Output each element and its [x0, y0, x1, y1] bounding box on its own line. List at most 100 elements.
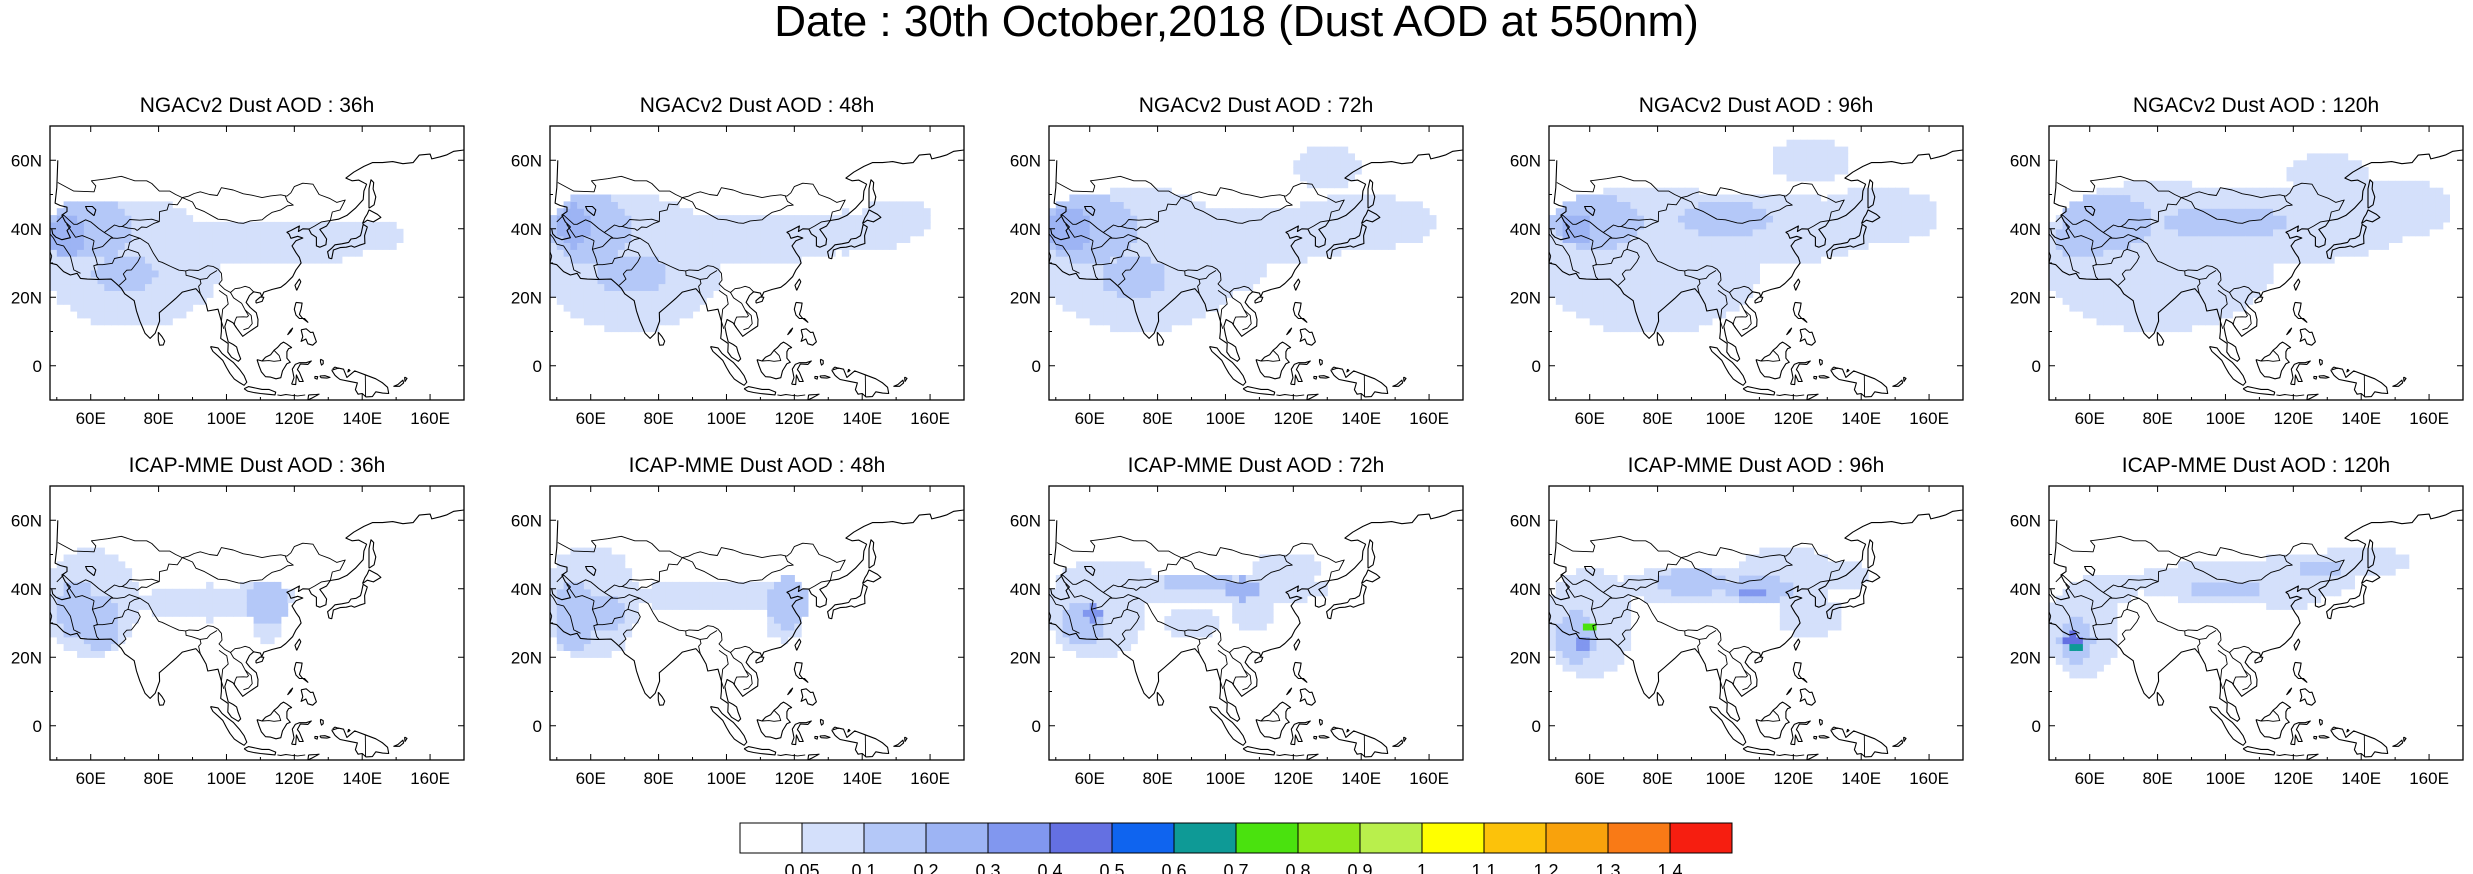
- coastline: [2255, 341, 2292, 380]
- aod-cell: [274, 256, 282, 264]
- coastline: [861, 569, 882, 585]
- aod-cell: [631, 208, 639, 216]
- aod-cell: [1766, 228, 1774, 237]
- coastline: [893, 739, 905, 747]
- aod-cell: [1076, 581, 1084, 590]
- aod-cell: [665, 215, 673, 223]
- aod-cell: [1718, 311, 1727, 319]
- aod-cell: [1069, 228, 1077, 237]
- aod-cell: [2225, 311, 2233, 319]
- aod-cell: [2171, 290, 2179, 298]
- aod-cell: [145, 215, 153, 223]
- aod-cell: [104, 595, 112, 604]
- aod-cell: [2293, 201, 2301, 209]
- aod-cell: [2184, 201, 2193, 209]
- aod-cell: [1347, 215, 1355, 223]
- aod-cell: [199, 276, 207, 285]
- aod-cell: [712, 276, 721, 285]
- coastline: [2299, 328, 2316, 346]
- aod-cell: [767, 249, 775, 257]
- coastline: [51, 160, 71, 241]
- coastline: [710, 346, 748, 386]
- aod-cell: [753, 595, 761, 604]
- aod-cell: [63, 256, 71, 264]
- aod-cell: [1752, 208, 1760, 216]
- aod-cell: [679, 221, 687, 230]
- aod-cell: [124, 629, 133, 638]
- aod-cell: [2144, 235, 2152, 243]
- aod-cell: [1374, 242, 1383, 250]
- aod-cell: [848, 228, 856, 237]
- aod-cell: [1827, 201, 1835, 209]
- aod-cell: [1847, 194, 1855, 202]
- aod-cell: [583, 602, 592, 610]
- country-border: [2135, 187, 2287, 231]
- aod-cell: [2401, 208, 2410, 216]
- aod-cell: [1576, 201, 1584, 209]
- aod-cell: [1562, 235, 1570, 243]
- aod-cell: [2150, 235, 2159, 243]
- aod-cell: [1711, 311, 1720, 319]
- aod-cell: [550, 609, 558, 617]
- aod-cell: [624, 311, 633, 319]
- aod-cell: [151, 283, 160, 291]
- aod-cell: [1745, 208, 1754, 216]
- aod-cell: [699, 595, 707, 604]
- aod-cell: [56, 256, 65, 264]
- aod-cell: [2327, 173, 2335, 182]
- aod-cell: [70, 575, 78, 583]
- aod-cell: [2103, 283, 2111, 291]
- aod-cell: [1596, 256, 1604, 264]
- aod-cell: [2218, 311, 2227, 319]
- aod-cell: [1684, 215, 1693, 223]
- aod-cell: [240, 595, 248, 604]
- aod-cell: [2069, 221, 2077, 230]
- aod-cell: [2198, 201, 2206, 209]
- aod-cell: [577, 311, 585, 319]
- aod-cell: [2137, 201, 2145, 209]
- aod-cell: [2327, 180, 2335, 189]
- aod-cell: [692, 249, 700, 257]
- country-border: [199, 630, 218, 640]
- aod-cell: [1089, 297, 1098, 305]
- aod-cell: [1144, 324, 1152, 333]
- aod-cell: [583, 283, 592, 291]
- aod-cell: [1218, 208, 1227, 216]
- aod-cell: [597, 283, 605, 291]
- aod-cell: [1813, 194, 1822, 202]
- aod-cell: [1827, 249, 1835, 257]
- aod-cell: [1144, 290, 1152, 298]
- aod-cell: [583, 269, 592, 278]
- aod-cell: [2340, 201, 2349, 209]
- aod-cell: [780, 256, 789, 264]
- aod-cell: [1103, 194, 1111, 202]
- aod-cell: [801, 221, 809, 230]
- aod-cell: [1144, 235, 1152, 243]
- aod-cell: [1657, 221, 1665, 230]
- aod-cell: [2150, 228, 2159, 237]
- coastline: [1860, 209, 1881, 225]
- aod-cell: [1779, 228, 1788, 237]
- aod-cell: [83, 228, 92, 237]
- aod-cell: [2239, 249, 2247, 257]
- aod-cell: [1616, 201, 1625, 209]
- aod-cell: [774, 249, 782, 257]
- aod-cell: [2150, 221, 2159, 230]
- aod-cell: [63, 283, 71, 291]
- aod-cell: [1555, 283, 1564, 291]
- aod-cell: [2076, 221, 2084, 230]
- aod-cell: [90, 290, 99, 298]
- aod-cell: [2123, 311, 2132, 319]
- lat-tick-label: 60N: [2010, 151, 2041, 170]
- aod-cell: [1150, 297, 1159, 305]
- aod-cell: [2150, 324, 2159, 333]
- aod-cell: [685, 208, 694, 216]
- aod-cell: [77, 623, 85, 631]
- coastline: [1242, 386, 1276, 396]
- aod-cell: [2178, 297, 2186, 305]
- lat-tick-label: 20N: [11, 648, 42, 667]
- aod-cell: [624, 575, 633, 583]
- aod-cell: [1861, 194, 1869, 202]
- aod-cell: [570, 256, 578, 264]
- country-border: [636, 547, 788, 591]
